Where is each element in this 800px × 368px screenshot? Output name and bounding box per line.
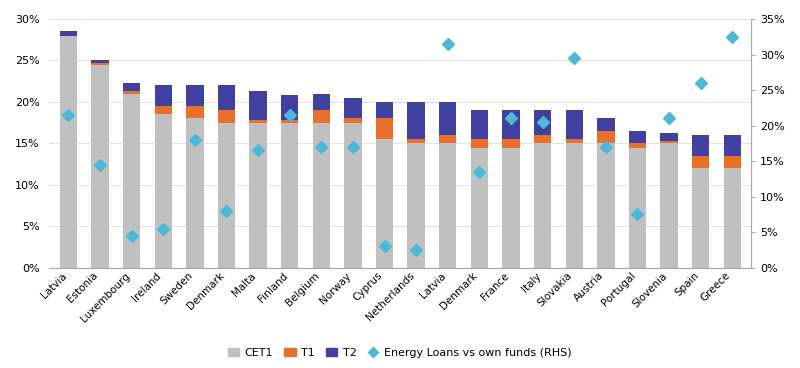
Bar xyxy=(218,110,235,123)
Bar xyxy=(376,118,394,139)
Bar xyxy=(439,102,457,135)
Bar xyxy=(534,144,551,268)
Bar xyxy=(313,110,330,123)
Bar xyxy=(660,141,678,144)
Bar xyxy=(439,135,457,144)
Bar xyxy=(566,144,583,268)
Bar xyxy=(313,123,330,268)
Bar xyxy=(344,118,362,123)
Bar xyxy=(123,83,140,91)
Bar xyxy=(692,156,710,168)
Bar xyxy=(123,93,140,268)
Bar xyxy=(597,144,614,268)
Bar xyxy=(186,85,203,106)
Bar xyxy=(186,118,203,268)
Bar xyxy=(60,31,77,36)
Bar xyxy=(344,98,362,118)
Bar xyxy=(154,114,172,268)
Bar xyxy=(597,131,614,144)
Bar xyxy=(154,85,172,106)
Bar xyxy=(566,139,583,144)
Bar xyxy=(502,148,520,268)
Bar xyxy=(470,148,488,268)
Bar xyxy=(407,102,425,139)
Bar xyxy=(60,36,77,268)
Bar xyxy=(154,106,172,114)
Bar xyxy=(502,139,520,148)
Bar xyxy=(281,123,298,268)
Bar xyxy=(660,144,678,268)
Bar xyxy=(91,65,109,268)
Bar xyxy=(660,132,678,141)
Bar xyxy=(597,118,614,131)
Bar xyxy=(692,135,710,156)
Bar xyxy=(534,135,551,144)
Bar xyxy=(376,102,394,118)
Bar xyxy=(629,148,646,268)
Bar xyxy=(470,110,488,139)
Bar xyxy=(439,144,457,268)
Bar xyxy=(470,139,488,148)
Bar xyxy=(91,63,109,65)
Bar xyxy=(344,123,362,268)
Bar xyxy=(281,95,298,120)
Bar xyxy=(502,110,520,139)
Bar xyxy=(218,85,235,110)
Bar xyxy=(91,60,109,63)
Bar xyxy=(313,93,330,110)
Bar xyxy=(250,91,266,120)
Bar xyxy=(407,139,425,144)
Bar xyxy=(723,156,741,168)
Bar xyxy=(250,120,266,123)
Bar xyxy=(629,131,646,144)
Bar xyxy=(692,168,710,268)
Bar xyxy=(723,135,741,156)
Bar xyxy=(534,110,551,135)
Bar xyxy=(218,123,235,268)
Bar xyxy=(186,106,203,118)
Bar xyxy=(723,168,741,268)
Bar xyxy=(123,91,140,93)
Bar xyxy=(566,110,583,139)
Bar xyxy=(629,144,646,148)
Legend: CET1, T1, T2, Energy Loans vs own funds (RHS): CET1, T1, T2, Energy Loans vs own funds … xyxy=(224,344,576,362)
Bar xyxy=(407,144,425,268)
Bar xyxy=(281,120,298,123)
Bar xyxy=(250,123,266,268)
Bar xyxy=(376,139,394,268)
